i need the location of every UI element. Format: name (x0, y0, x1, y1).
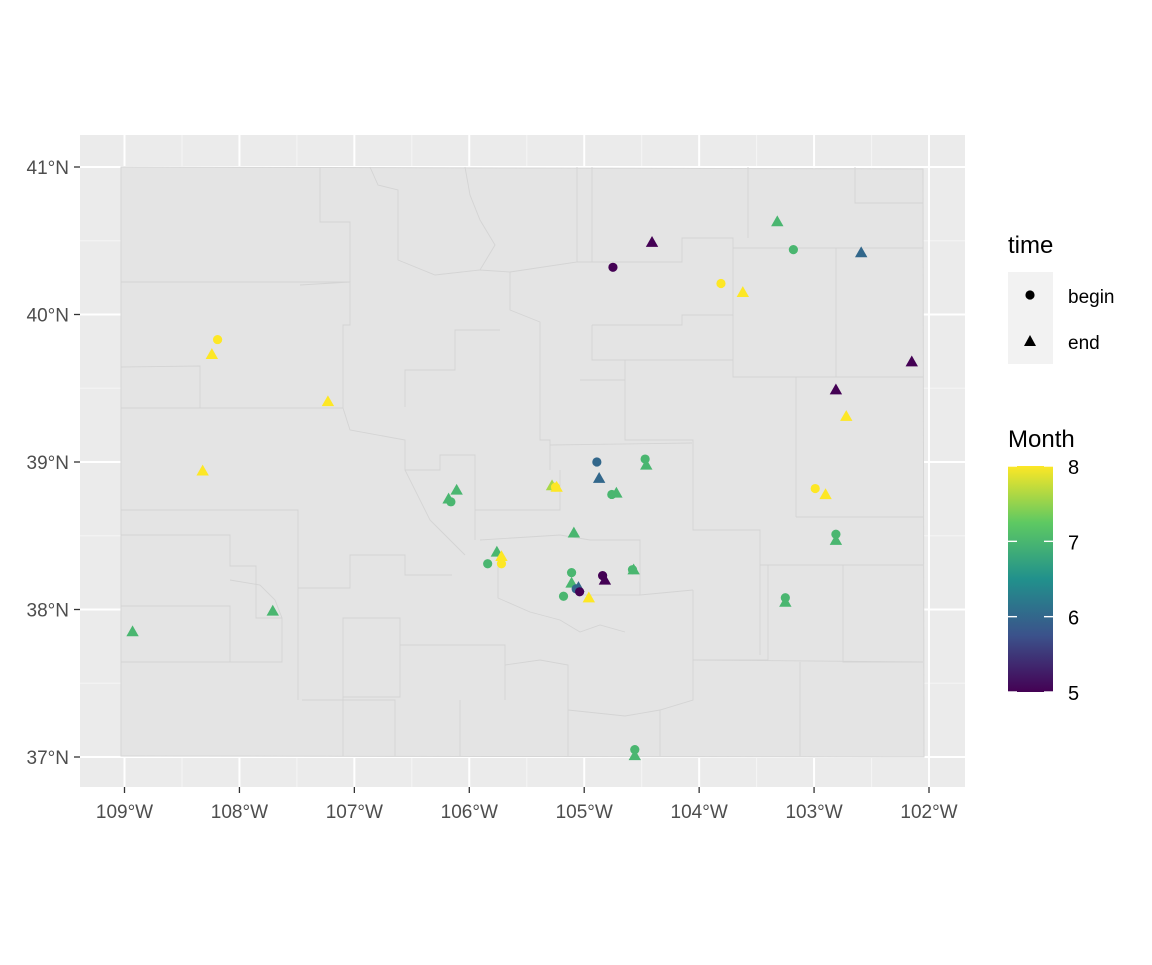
y-tick-label: 41°N (27, 158, 69, 179)
point-end (627, 563, 640, 575)
point-begin (592, 457, 602, 467)
axis-ticks (74, 166, 930, 793)
point-begin (575, 587, 585, 597)
colorbar-tick-label: 7 (1068, 532, 1079, 554)
colorbar-tick-label: 5 (1068, 683, 1079, 705)
point-end (321, 395, 335, 407)
colorbar-tick-label: 6 (1068, 608, 1079, 630)
point-end (829, 383, 843, 395)
colorado-state-outline (120, 166, 925, 758)
y-tick-label: 40°N (27, 306, 69, 327)
county-boundaries (120, 166, 924, 756)
point-end (495, 550, 508, 562)
point-begin (810, 483, 820, 494)
point-end (905, 355, 918, 367)
point-begin (788, 245, 798, 255)
x-tick-label: 105°W (556, 802, 613, 823)
colorbar-ticks: 5 6 7 8 (1008, 457, 1079, 705)
point-begin (212, 334, 223, 345)
x-tick-label: 102°W (900, 802, 957, 823)
point-end (205, 348, 219, 359)
x-tick-label: 109°W (96, 802, 153, 823)
legend-triangle-marker (1024, 335, 1036, 346)
point-begin (608, 262, 618, 272)
y-tick-label: 37°N (27, 748, 69, 769)
point-end (610, 486, 623, 498)
color-legend-title: Month (1008, 426, 1075, 453)
point-end (840, 410, 853, 421)
point-begin (483, 559, 493, 569)
colorbar-tick-label: 8 (1068, 457, 1079, 479)
point-end (126, 625, 139, 637)
point-end (771, 215, 784, 227)
x-tick-label: 107°W (326, 802, 383, 823)
point-end (640, 458, 653, 470)
point-end (829, 533, 843, 545)
x-tick-label: 106°W (441, 802, 498, 823)
point-begin (496, 559, 507, 569)
x-tick-label: 104°W (671, 802, 728, 823)
point-end (567, 526, 581, 538)
point-end (450, 483, 463, 495)
legend-circle-marker (1025, 290, 1035, 300)
colorbar (1008, 466, 1053, 692)
point-end (736, 286, 750, 298)
x-axis-tick-labels: 109°W 108°W 107°W 106°W 105°W 104°W 103°W 102°W (96, 802, 958, 823)
x-tick-label: 103°W (785, 802, 842, 823)
color-legend: Month 5 6 7 8 (1008, 426, 1079, 705)
point-end (266, 604, 279, 616)
point-begin (716, 278, 726, 289)
y-axis-tick-labels: 37°N 38°N 39°N 40°N 41°N (27, 158, 69, 769)
colorado-map (120, 166, 925, 758)
y-tick-label: 38°N (27, 601, 69, 622)
point-end (854, 246, 868, 258)
point-begin (566, 568, 577, 578)
shape-legend: time begin end (1008, 232, 1115, 364)
point-end (582, 591, 596, 603)
point-end (196, 464, 209, 476)
point-end (819, 488, 832, 500)
point-end (645, 236, 659, 247)
legend-label-end: end (1068, 333, 1100, 354)
point-end (779, 595, 792, 607)
x-tick-label: 108°W (211, 802, 268, 823)
point-end (628, 749, 641, 761)
point-end (592, 472, 606, 483)
shape-legend-title: time (1008, 232, 1053, 259)
y-tick-label: 39°N (27, 453, 69, 474)
point-end (598, 573, 612, 585)
point-end (442, 492, 455, 504)
legend-label-begin: begin (1068, 287, 1115, 308)
point-end (550, 480, 563, 492)
point-begin (558, 591, 569, 601)
data-points (126, 215, 918, 761)
